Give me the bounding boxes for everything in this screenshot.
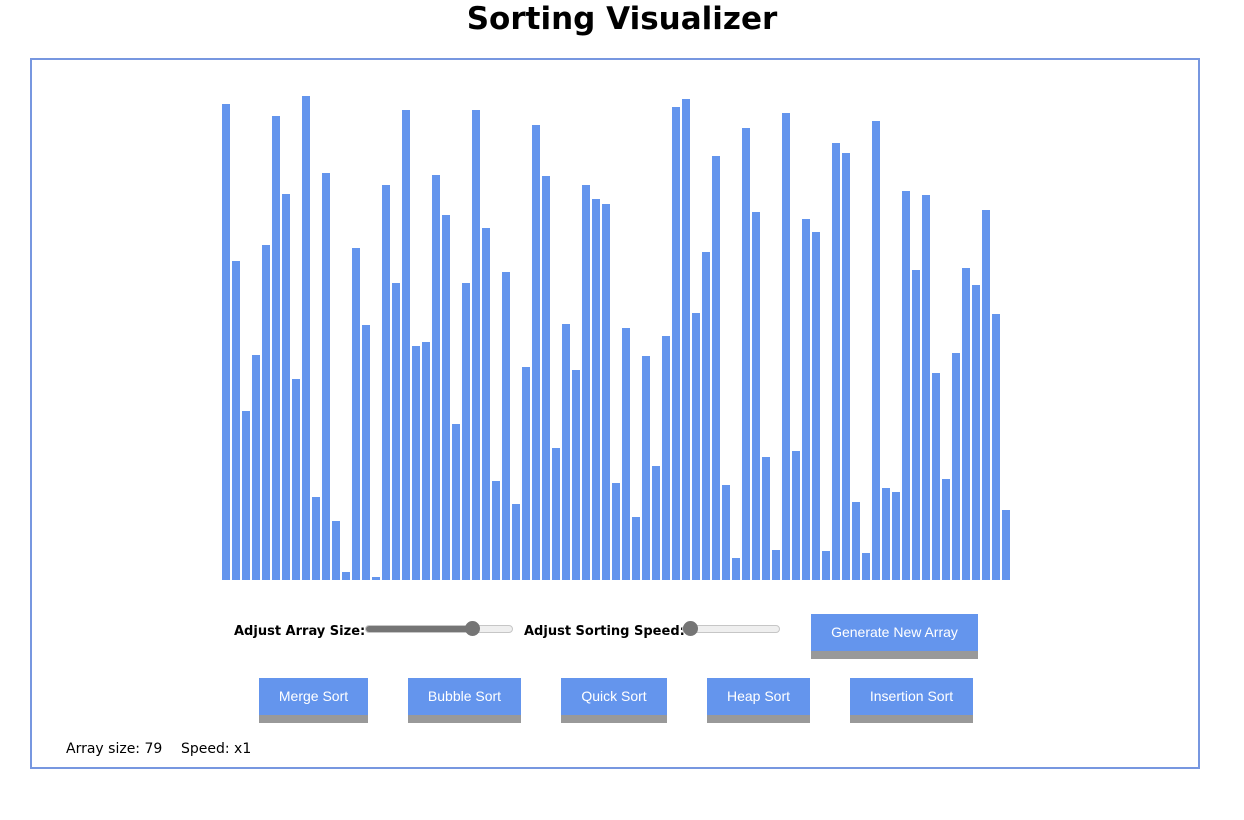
bubble-sort-button[interactable]: Bubble Sort (408, 678, 521, 723)
array-size-label: Adjust Array Size: (234, 624, 366, 639)
speed-status: Speed: x1 (181, 741, 252, 757)
array-size-status: Array size: 79 (66, 741, 163, 757)
generate-new-array-button[interactable]: Generate New Array (811, 614, 978, 659)
visualizer-panel (30, 58, 1200, 769)
quick-sort-button[interactable]: Quick Sort (561, 678, 667, 723)
sorting-speed-label: Adjust Sorting Speed: (524, 624, 685, 639)
array-size-slider-fill (366, 626, 472, 632)
merge-sort-button[interactable]: Merge Sort (259, 678, 368, 723)
array-size-slider-thumb[interactable] (465, 621, 480, 636)
sorting-speed-slider-thumb[interactable] (683, 621, 698, 636)
sorting-speed-slider[interactable] (682, 621, 780, 636)
page-title: Sorting Visualizer (466, 1, 778, 37)
insertion-sort-button[interactable]: Insertion Sort (850, 678, 973, 723)
heap-sort-button[interactable]: Heap Sort (707, 678, 810, 723)
array-size-slider[interactable] (365, 621, 513, 636)
